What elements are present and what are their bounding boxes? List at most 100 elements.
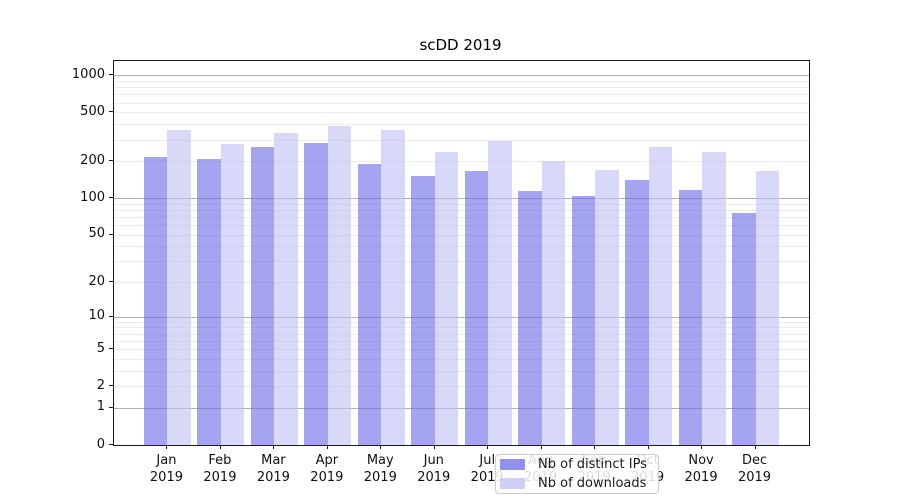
gridline-minor bbox=[114, 94, 809, 96]
x-axis-tick-label: Jan 2019 bbox=[149, 453, 183, 485]
gridline-minor bbox=[114, 386, 809, 388]
gridline-minor bbox=[114, 246, 809, 248]
x-axis-tick bbox=[326, 445, 328, 449]
gridline-minor bbox=[114, 370, 809, 372]
x-axis-tick-label: Jun 2019 bbox=[417, 453, 451, 485]
gridline-minor bbox=[114, 333, 809, 335]
bar-distinct-ips bbox=[250, 146, 275, 445]
bar-distinct-ips bbox=[571, 196, 596, 445]
y-axis-tick-label: 2 bbox=[96, 377, 105, 393]
gridline-minor bbox=[114, 87, 809, 89]
y-axis-tick-label: 500 bbox=[80, 103, 105, 119]
bar-distinct-ips bbox=[197, 159, 221, 445]
gridline-minor bbox=[114, 282, 809, 284]
y-axis-tick bbox=[109, 406, 113, 408]
plot-area: Nb of distinct IPs Nb of downloads bbox=[113, 60, 810, 494]
gridline-minor bbox=[114, 161, 809, 163]
x-axis-tick bbox=[380, 445, 382, 449]
gridline-minor bbox=[114, 321, 809, 323]
bar-downloads bbox=[595, 170, 619, 445]
y-axis-tick bbox=[109, 315, 113, 317]
x-axis-tick-label: Nov 2019 bbox=[684, 453, 718, 485]
y-axis-tick bbox=[109, 385, 113, 387]
bar-downloads bbox=[220, 143, 245, 445]
x-axis-tick bbox=[754, 445, 756, 449]
gridline-minor bbox=[114, 216, 809, 218]
bar-downloads bbox=[167, 129, 191, 445]
bar-distinct-ips bbox=[518, 190, 542, 445]
gridline-minor bbox=[114, 225, 809, 227]
bar-distinct-ips bbox=[625, 179, 649, 445]
gridline-minor bbox=[114, 349, 809, 351]
bar-distinct-ips bbox=[143, 157, 168, 445]
bar-distinct-ips bbox=[357, 164, 382, 445]
y-axis-tick-label: 200 bbox=[80, 152, 105, 168]
bar-downloads bbox=[381, 129, 405, 445]
y-axis-tick bbox=[109, 444, 113, 445]
bar-downloads bbox=[274, 132, 298, 445]
legend-label-downloads: Nb of downloads bbox=[538, 476, 647, 491]
bar-downloads bbox=[755, 170, 780, 445]
x-axis-tick-label: Mar 2019 bbox=[256, 453, 290, 485]
y-axis-tick-label: 100 bbox=[80, 189, 105, 205]
chart-title: scDD 2019 bbox=[419, 36, 502, 54]
gridline-minor bbox=[114, 112, 809, 114]
x-axis-tick bbox=[540, 445, 542, 449]
y-axis-tick bbox=[109, 111, 113, 113]
gridline-minor bbox=[114, 209, 809, 211]
legend-item-distinct-ips: Nb of distinct IPs bbox=[496, 455, 658, 474]
gridline-minor bbox=[114, 261, 809, 263]
gridline-minor bbox=[114, 340, 809, 342]
x-axis-tick bbox=[433, 445, 435, 449]
y-axis-tick-label: 10 bbox=[88, 308, 105, 324]
legend-label-distinct-ips: Nb of distinct IPs bbox=[538, 457, 647, 472]
bar-downloads bbox=[702, 152, 726, 445]
x-axis-tick bbox=[273, 445, 275, 449]
gridline-minor bbox=[114, 203, 809, 205]
x-axis-tick-label: Feb 2019 bbox=[203, 453, 237, 485]
gridline-minor bbox=[114, 102, 809, 104]
y-axis-tick-label: 50 bbox=[88, 226, 105, 242]
y-axis-tick bbox=[109, 160, 113, 162]
gridline-minor bbox=[114, 234, 809, 236]
gridline-minor bbox=[114, 139, 809, 141]
y-axis-tick-label: 1000 bbox=[71, 66, 105, 82]
x-axis-tick-label: May 2019 bbox=[363, 453, 397, 485]
x-axis-tick bbox=[487, 445, 489, 449]
legend: Nb of distinct IPs Nb of downloads bbox=[495, 454, 659, 494]
legend-item-downloads: Nb of downloads bbox=[496, 474, 658, 493]
bar-distinct-ips bbox=[304, 143, 328, 445]
y-axis-tick-label: 5 bbox=[96, 340, 105, 356]
bar-distinct-ips bbox=[678, 189, 703, 445]
x-axis-tick bbox=[647, 445, 649, 449]
bar-downloads bbox=[434, 152, 459, 445]
gridline-minor bbox=[114, 81, 809, 83]
bar-downloads bbox=[541, 160, 566, 445]
legend-swatch-distinct-ips-icon bbox=[500, 459, 525, 470]
y-axis-tick bbox=[109, 74, 113, 76]
bar-downloads bbox=[327, 125, 352, 445]
bar-downloads bbox=[488, 140, 512, 445]
bar-distinct-ips bbox=[464, 170, 489, 445]
gridline-major bbox=[114, 198, 809, 200]
x-axis-tick bbox=[166, 445, 168, 449]
y-axis-tick bbox=[109, 233, 113, 235]
y-axis-tick-label: 0 bbox=[96, 436, 105, 452]
gridline-major bbox=[114, 407, 809, 409]
gridline-minor bbox=[114, 358, 809, 360]
x-axis-tick bbox=[219, 445, 221, 449]
bar-distinct-ips bbox=[732, 212, 756, 445]
legend-swatch-downloads-icon bbox=[500, 478, 525, 489]
x-axis-tick bbox=[594, 445, 596, 449]
gridline-minor bbox=[114, 124, 809, 126]
gridline-minor bbox=[114, 327, 809, 329]
y-axis-tick bbox=[109, 281, 113, 283]
y-axis-tick-label: 1 bbox=[96, 399, 105, 415]
gridline-major bbox=[114, 75, 809, 77]
y-axis-tick-label: 20 bbox=[88, 273, 105, 289]
bar-downloads bbox=[648, 146, 673, 445]
x-axis-tick bbox=[701, 445, 703, 449]
x-axis-tick-label: Apr 2019 bbox=[310, 453, 344, 485]
x-axis-tick-label: Dec 2019 bbox=[737, 453, 772, 485]
